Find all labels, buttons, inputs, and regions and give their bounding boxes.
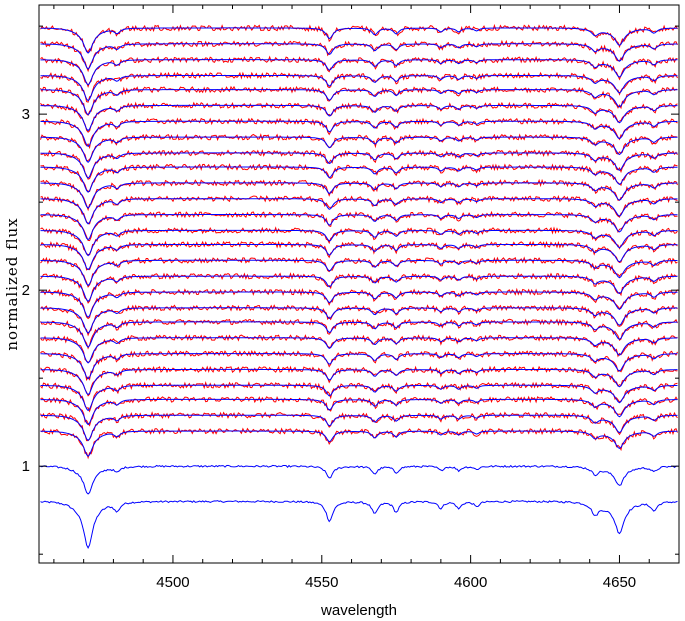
observed-spectrum — [40, 148, 678, 180]
x-axis-title: wavelength — [320, 602, 397, 619]
model-spectrum — [40, 307, 678, 334]
observed-spectrum — [40, 256, 678, 288]
model-spectrum — [40, 384, 678, 412]
model-spectrum — [40, 229, 678, 257]
spectra-lines — [40, 23, 678, 550]
model-spectrum — [40, 353, 678, 380]
x-tick-label: 4500 — [156, 574, 189, 591]
model-spectrum — [40, 244, 678, 271]
observed-spectrum — [40, 427, 678, 460]
model-spectrum — [40, 27, 678, 54]
observed-spectrum — [40, 226, 678, 256]
plot-frame — [38, 4, 680, 564]
model-spectrum — [40, 368, 678, 396]
model-spectrum — [40, 43, 678, 70]
observed-spectrum — [40, 178, 678, 212]
y-axis-ticks: 1 2 3 — [22, 25, 679, 555]
model-spectrum — [40, 166, 678, 193]
observed-spectrum — [40, 287, 678, 320]
observed-spectrum — [40, 381, 678, 413]
model-spectrum — [40, 414, 678, 442]
model-spectrum — [40, 398, 678, 426]
observed-spectrum — [40, 210, 678, 242]
observed-spectrum — [40, 395, 678, 427]
observed-spectrum — [40, 365, 678, 397]
model-spectrum — [40, 59, 678, 86]
observed-spectrum — [40, 101, 678, 133]
model-spectrum — [40, 104, 678, 132]
observed-spectrum — [40, 23, 678, 53]
observed-spectrum — [40, 55, 678, 89]
model-spectrum — [40, 500, 678, 550]
model-spectrum — [40, 214, 678, 241]
model-spectrum — [40, 259, 678, 287]
y-tick-label: 3 — [22, 106, 30, 123]
model-spectrum — [40, 120, 678, 148]
observed-spectrum — [40, 272, 678, 304]
model-spectrum — [40, 430, 678, 457]
model-spectrum — [40, 75, 678, 102]
observed-spectrum — [40, 133, 678, 162]
model-spectrum — [40, 464, 678, 495]
x-axis-ticks: 4500 4550 4600 4650 — [53, 5, 680, 591]
model-spectrum — [40, 337, 678, 364]
model-spectrum — [40, 89, 678, 116]
y-axis-title: normalized flux — [3, 217, 21, 350]
x-tick-label: 4600 — [454, 574, 487, 591]
model-spectrum — [40, 198, 678, 225]
x-tick-label: 4550 — [305, 574, 338, 591]
observed-spectrum — [40, 85, 678, 117]
model-spectrum — [40, 321, 678, 348]
y-tick-label: 1 — [22, 458, 30, 475]
model-spectrum — [40, 291, 678, 318]
model-spectrum — [40, 136, 678, 164]
model-spectrum — [40, 182, 678, 209]
y-tick-label: 2 — [22, 282, 30, 299]
model-spectrum — [40, 152, 678, 179]
observed-spectrum — [40, 162, 678, 192]
observed-spectrum — [40, 349, 678, 382]
x-tick-label: 4650 — [603, 574, 636, 591]
observed-spectrum — [40, 304, 678, 337]
observed-spectrum — [40, 71, 678, 103]
model-spectrum — [40, 275, 678, 303]
observed-spectrum — [40, 39, 678, 73]
